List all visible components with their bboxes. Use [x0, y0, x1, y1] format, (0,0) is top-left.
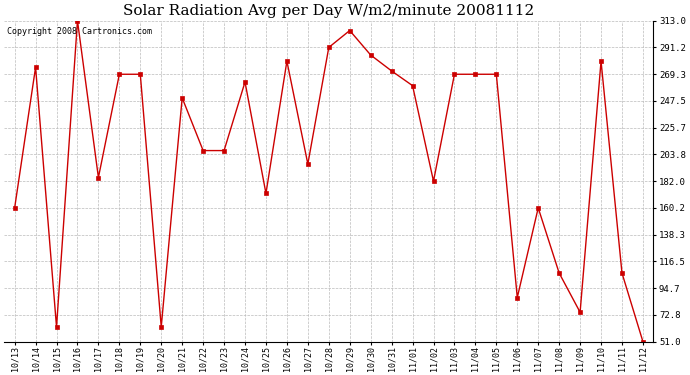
- Text: Copyright 2008 Cartronics.com: Copyright 2008 Cartronics.com: [8, 27, 152, 36]
- Title: Solar Radiation Avg per Day W/m2/minute 20081112: Solar Radiation Avg per Day W/m2/minute …: [123, 4, 535, 18]
